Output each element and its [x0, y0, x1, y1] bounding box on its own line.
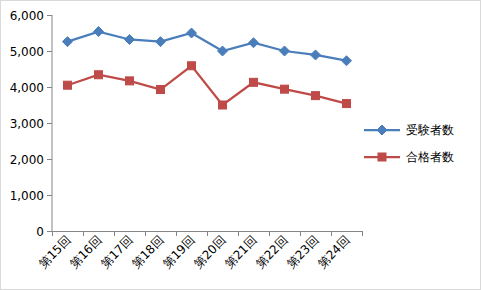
x-tick — [52, 231, 53, 236]
data-point — [280, 46, 290, 56]
data-point — [342, 56, 352, 66]
x-tick-label: 第20回 — [191, 233, 229, 271]
x-tick — [300, 231, 301, 236]
y-tick-label: 3,000 — [10, 117, 44, 131]
y-tick — [47, 195, 52, 196]
data-point — [219, 101, 227, 109]
data-point — [94, 27, 104, 37]
data-point — [343, 100, 351, 108]
y-tick — [47, 159, 52, 160]
y-tick-label: 1,000 — [10, 189, 44, 203]
data-point — [156, 37, 166, 47]
y-tick — [47, 51, 52, 52]
data-point — [249, 38, 259, 48]
x-tick — [207, 231, 208, 236]
chart-frame — [1, 1, 481, 290]
data-point — [63, 37, 73, 47]
y-tick — [47, 231, 52, 232]
legend-label: 受験者数 — [406, 123, 454, 137]
x-tick — [114, 231, 115, 236]
x-tick-label: 第18回 — [129, 233, 167, 271]
data-point — [250, 78, 258, 86]
data-point — [281, 85, 289, 93]
data-point — [311, 50, 321, 60]
data-point — [188, 62, 196, 70]
y-tick-label: 6,000 — [10, 9, 44, 23]
x-tick — [145, 231, 146, 236]
data-point — [126, 77, 134, 85]
x-tick-label: 第16回 — [67, 233, 105, 271]
data-point — [64, 81, 72, 89]
x-tick-label: 第15回 — [36, 233, 74, 271]
y-tick-label: 0 — [36, 225, 44, 239]
x-tick — [362, 231, 363, 236]
plot-area — [63, 27, 352, 109]
x-tick-label: 第21回 — [222, 233, 260, 271]
x-tick — [238, 231, 239, 236]
series-line — [68, 32, 347, 61]
y-tick — [47, 123, 52, 124]
data-point — [312, 92, 320, 100]
x-tick-label: 第22回 — [253, 233, 291, 271]
x-tick-label: 第19回 — [160, 233, 198, 271]
x-tick — [176, 231, 177, 236]
legend-label: 合格者数 — [406, 150, 454, 164]
data-point — [218, 46, 228, 56]
legend-marker — [377, 125, 387, 135]
data-point — [95, 71, 103, 79]
series-line — [68, 66, 347, 105]
y-tick — [47, 87, 52, 88]
data-point — [187, 28, 197, 38]
x-tick — [331, 231, 332, 236]
y-tick-label: 4,000 — [10, 81, 44, 95]
x-tick — [83, 231, 84, 236]
y-tick-label: 2,000 — [10, 153, 44, 167]
data-point — [157, 86, 165, 94]
chart: 01,0002,0003,0004,0005,0006,000第15回第16回第… — [0, 0, 481, 290]
y-tick-label: 5,000 — [10, 45, 44, 59]
y-tick — [47, 15, 52, 16]
x-tick-label: 第17回 — [98, 233, 136, 271]
legend-marker — [378, 153, 386, 161]
data-point — [125, 34, 135, 44]
x-tick-label: 第23回 — [284, 233, 322, 271]
legend: 受験者数合格者数 — [364, 123, 454, 164]
x-tick — [269, 231, 270, 236]
x-tick-label: 第24回 — [315, 233, 353, 271]
